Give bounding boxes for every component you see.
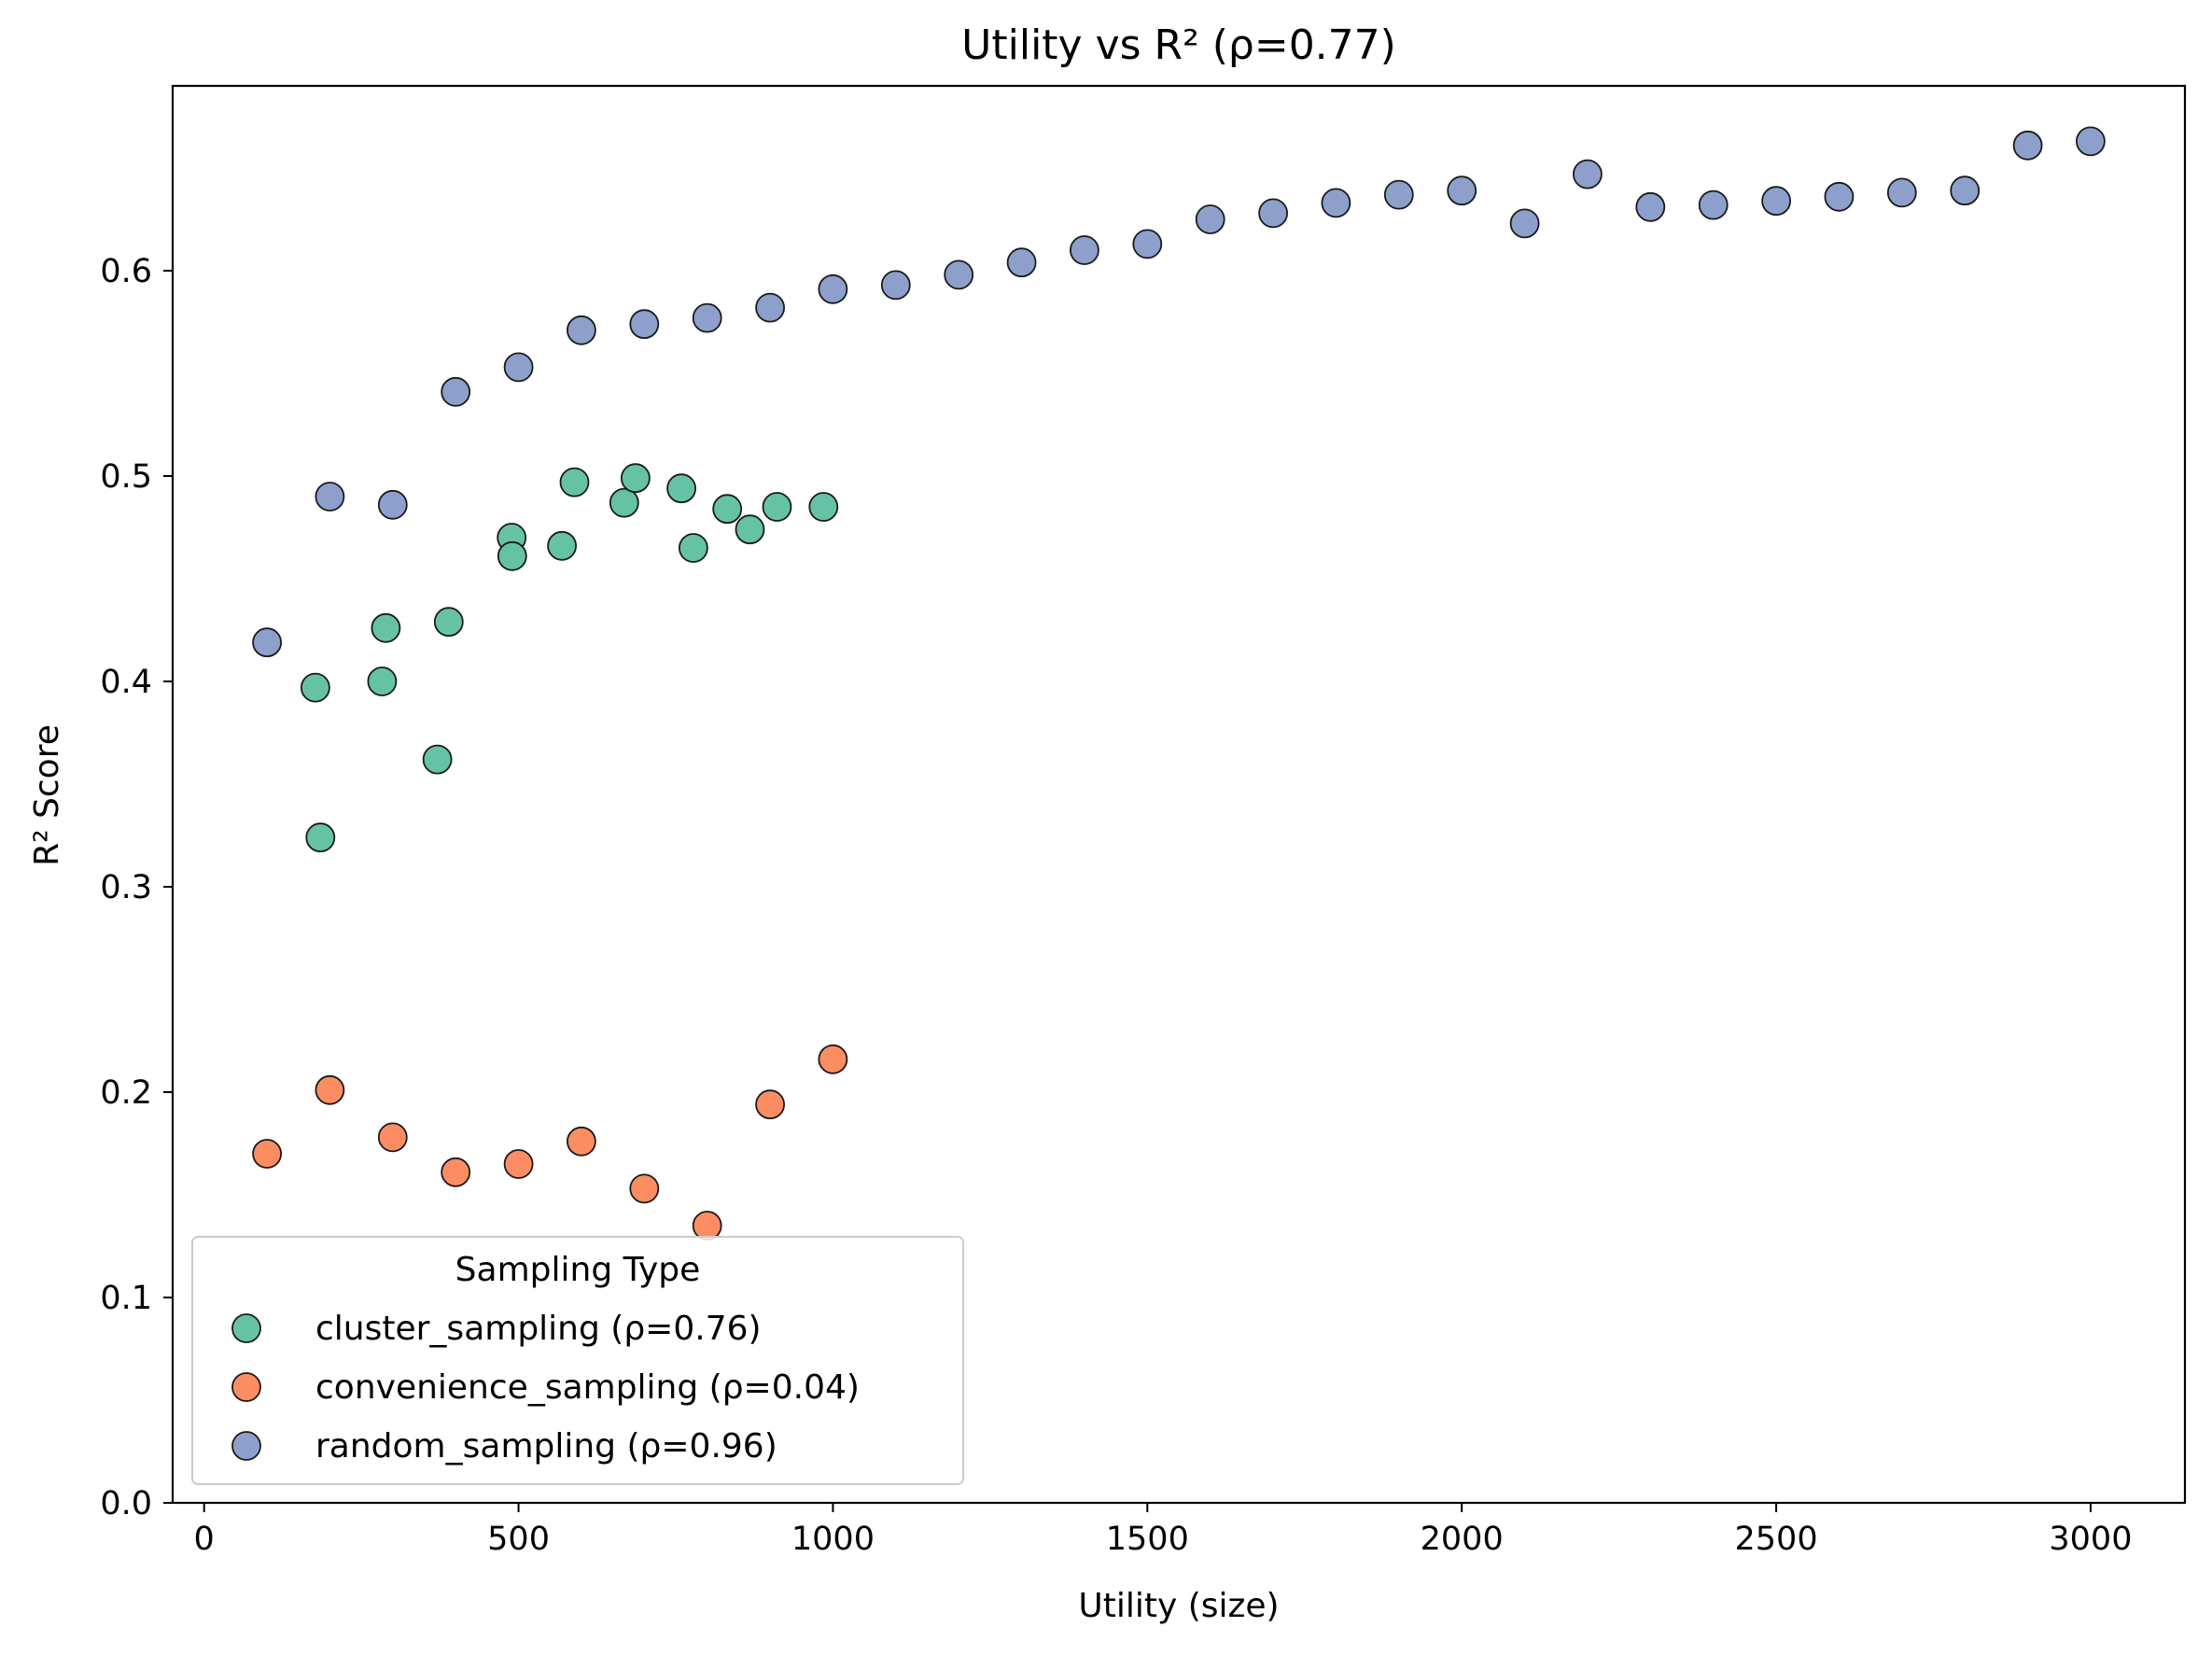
data-point (252, 627, 283, 658)
x-tick-label: 3000 (2049, 1521, 2132, 1558)
y-axis-label: R² Score (28, 724, 66, 866)
legend-marker (231, 1431, 261, 1461)
y-axis: 0.0 0.1 0.2 0.3 0.4 0.5 0.6 (100, 253, 173, 1522)
data-point (629, 1173, 660, 1204)
data-point (1447, 175, 1477, 206)
data-point (735, 514, 765, 545)
data-point (497, 540, 527, 571)
y-tick-label: 0.4 (100, 664, 152, 701)
data-point (567, 1126, 596, 1157)
legend: Sampling Type cluster_sampling (ρ=0.76) co… (191, 1236, 964, 1485)
data-point (422, 744, 453, 775)
data-point (1070, 235, 1099, 265)
series-1 (252, 1044, 848, 1241)
data-point (1886, 177, 1917, 208)
y-tick-label: 0.0 (100, 1485, 152, 1522)
data-point (1635, 191, 1666, 222)
data-point (621, 463, 651, 494)
data-point (1824, 181, 1855, 212)
data-point (1321, 188, 1351, 218)
data-point (2075, 126, 2106, 157)
data-point (559, 467, 590, 498)
x-tick-label: 0 (194, 1521, 215, 1558)
x-tick-label: 2000 (1421, 1521, 1504, 1558)
data-point (880, 270, 911, 301)
legend-label: random_sampling (ρ=0.96) (315, 1427, 777, 1466)
data-point (305, 822, 336, 853)
data-point (1761, 186, 1791, 217)
data-point (371, 612, 401, 643)
data-point (666, 473, 696, 504)
data-point (755, 292, 785, 323)
data-point (679, 533, 708, 563)
data-point (377, 489, 408, 520)
series-2 (252, 126, 2106, 658)
y-tick-label: 0.3 (100, 869, 152, 906)
data-point (503, 1149, 534, 1179)
data-point (1698, 189, 1729, 220)
data-point (944, 259, 974, 290)
chart-title: Utility vs R² (ρ=0.77) (961, 21, 1396, 69)
data-point (252, 1139, 283, 1169)
x-tick-label: 500 (487, 1521, 550, 1558)
y-tick-label: 0.1 (100, 1280, 152, 1317)
y-tick-label: 0.6 (100, 253, 152, 290)
x-axis: 0 500 1000 1500 2000 2500 3000 (194, 1503, 2132, 1558)
data-point (503, 352, 534, 383)
data-point (1195, 204, 1225, 234)
x-axis-label: Utility (size) (1078, 1587, 1279, 1625)
data-point (367, 666, 398, 696)
data-point (692, 302, 722, 333)
data-point (1132, 229, 1163, 259)
data-point (315, 1074, 345, 1105)
data-point (1383, 179, 1414, 210)
data-point (1950, 175, 1981, 206)
x-tick-label: 1500 (1106, 1521, 1189, 1558)
data-point (433, 607, 464, 638)
data-point (1509, 208, 1540, 239)
data-point (567, 315, 596, 345)
plot-area: 0 500 1000 1500 2000 2500 30000.00.10.20.30.40… (100, 84, 2187, 1558)
data-point (808, 492, 839, 522)
legend-label: convenience_sampling (ρ=0.04) (315, 1368, 860, 1407)
data-point (818, 273, 848, 304)
data-point (547, 530, 577, 561)
data-point (441, 376, 471, 407)
data-point (300, 672, 330, 703)
series-0 (300, 463, 839, 853)
y-tick-label: 0.5 (100, 458, 152, 496)
data-point (609, 487, 639, 518)
x-tick-label: 1000 (791, 1521, 875, 1558)
legend-marker (231, 1372, 261, 1402)
plot-frame (171, 84, 2187, 1505)
legend-box (191, 1236, 964, 1485)
data-point (377, 1122, 408, 1153)
data-point (818, 1044, 848, 1074)
legend-marker (231, 1313, 261, 1343)
data-point (441, 1157, 471, 1187)
data-point (692, 1211, 722, 1241)
data-point (1258, 198, 1288, 229)
legend-label: cluster_sampling (ρ=0.76) (315, 1310, 762, 1348)
data-point (762, 492, 792, 522)
data-point (712, 494, 743, 525)
legend-title: Sampling Type (455, 1251, 701, 1289)
data-point (2012, 130, 2043, 161)
data-point (315, 482, 345, 512)
data-point (1573, 159, 1603, 189)
y-tick-label: 0.2 (100, 1074, 152, 1112)
data-point (755, 1089, 785, 1120)
data-point (629, 309, 660, 340)
x-tick-label: 2500 (1735, 1521, 1818, 1558)
data-point (1006, 247, 1037, 278)
